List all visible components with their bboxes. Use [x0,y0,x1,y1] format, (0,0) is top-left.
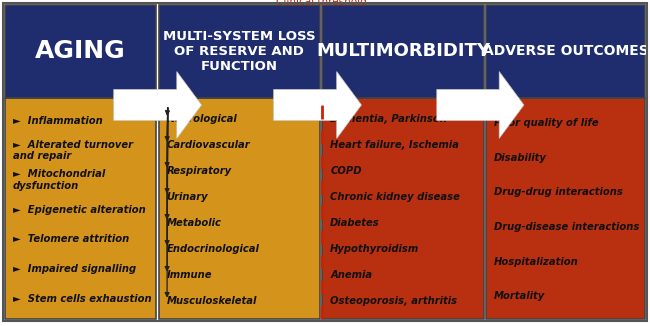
Bar [159,98,320,319]
Text: ►  Alterated turnover
and repair: ► Alterated turnover and repair [13,140,133,161]
Text: Heart failure, Ischemia: Heart failure, Ischemia [330,140,459,150]
Text: ►  Mitochondrial
dysfunction: ► Mitochondrial dysfunction [13,169,105,191]
Text: ►  Epigenetic alteration: ► Epigenetic alteration [13,205,146,215]
Text: Hospitalization: Hospitalization [494,257,578,267]
Text: Disability: Disability [494,153,547,163]
Text: Hypothyroidism: Hypothyroidism [330,244,419,254]
Text: ►  Telomere attrition: ► Telomere attrition [13,234,129,244]
Bar [486,98,645,319]
Bar [486,5,645,98]
Text: MULTIMORBIDITY: MULTIMORBIDITY [316,42,490,60]
Polygon shape [274,71,361,138]
Polygon shape [437,71,524,138]
Text: Mortality: Mortality [494,291,545,301]
Text: ►  Impaired signalling: ► Impaired signalling [13,264,136,274]
Bar [322,98,484,319]
Text: Immune: Immune [166,270,212,280]
Text: ►  Stem cells exhaustion: ► Stem cells exhaustion [13,294,151,304]
Text: ADVERSE OUTCOMES: ADVERSE OUTCOMES [482,44,649,58]
Text: Drug-drug interactions: Drug-drug interactions [494,187,623,198]
Text: Osteoporosis, arthritis: Osteoporosis, arthritis [330,296,458,306]
Text: Respiratory: Respiratory [166,166,231,176]
Text: Clinical threshold: Clinical threshold [276,0,367,7]
Bar [322,5,484,98]
Text: AGING: AGING [35,39,126,63]
Text: Endocrinological: Endocrinological [166,244,259,254]
Bar [5,5,156,98]
Text: Metabolic: Metabolic [166,218,221,228]
Text: MULTI-SYSTEM LOSS
OF RESERVE AND
FUNCTION: MULTI-SYSTEM LOSS OF RESERVE AND FUNCTIO… [163,30,315,73]
Text: Diabetes: Diabetes [330,218,380,228]
Text: Urinary: Urinary [166,192,208,202]
Text: Poor quality of life: Poor quality of life [494,118,599,128]
Text: Neurological: Neurological [166,114,237,124]
Text: ►  Inflammation: ► Inflammation [13,116,103,126]
Text: Anemia: Anemia [330,270,372,280]
Bar [5,98,156,319]
Text: COPD: COPD [330,166,361,176]
Text: Chronic kidney disease: Chronic kidney disease [330,192,460,202]
Polygon shape [114,71,202,138]
Text: Drug-disease interactions: Drug-disease interactions [494,222,640,232]
Text: Dementia, Parkinson: Dementia, Parkinson [330,114,447,124]
Text: Musculoskeletal: Musculoskeletal [166,296,257,306]
Bar [159,5,320,98]
Text: Cardiovascular: Cardiovascular [166,140,250,150]
